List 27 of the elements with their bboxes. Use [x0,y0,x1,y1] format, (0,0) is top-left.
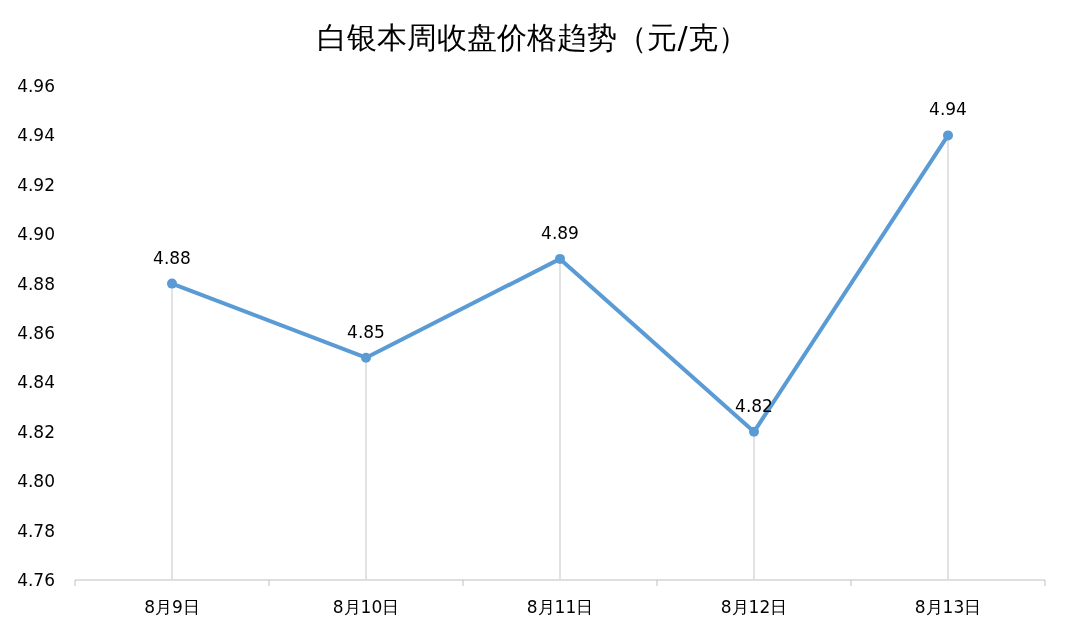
chart-title: 白银本周收盘价格趋势（元/克） [317,20,748,55]
y-tick-label: 4.92 [17,174,55,195]
point [555,253,565,264]
text: 4.89 [541,222,579,243]
point [167,278,177,289]
text: 4.82 [735,395,773,416]
point [943,130,953,141]
text: 4.94 [929,99,967,120]
x-tick-label: 8月13日 [914,597,982,617]
y-tick-label: 4.78 [17,520,55,541]
y-tick-label: 4.82 [17,421,55,442]
y-tick-label: 4.80 [17,471,55,492]
x-tick-label: 8月10日 [332,597,400,617]
y-tick-label: 4.86 [17,323,55,343]
y-tick-label: 4.96 [17,76,55,96]
point [749,426,759,437]
text: 4.85 [347,321,385,342]
y-tick-label: 4.76 [17,570,55,590]
text: 4.88 [153,247,191,268]
y-tick-label: 4.84 [17,372,55,393]
x-tick-label: 8月11日 [526,597,594,617]
y-tick-label: 4.94 [17,125,55,146]
x-tick-label: 8月12日 [720,597,788,617]
y-tick-label: 4.90 [17,224,55,245]
y-tick-label: 4.88 [17,273,55,294]
point [361,352,371,363]
x-tick-label: 8月9日 [144,597,200,617]
